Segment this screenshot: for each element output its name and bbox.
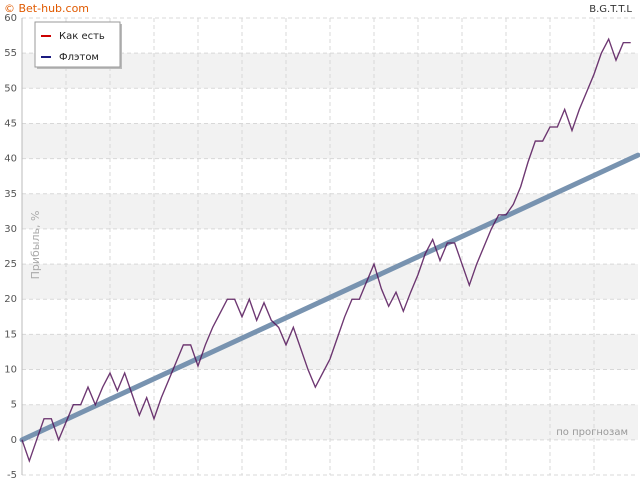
y-axis-label: Прибыль, % [29,211,42,280]
x-axis-label: по прогнозам [556,427,628,438]
plot-area [19,17,640,476]
y-tick-label: 10 [4,365,17,376]
y-tick-label: 50 [4,83,17,94]
y-tick-label: 60 [4,13,17,24]
y-tick-label: 0 [11,435,17,446]
y-tick-label: 20 [4,294,17,305]
watermark: © Bet-hub.com [4,2,89,15]
legend-label: Как есть [59,31,105,42]
legend-box [34,21,121,68]
y-tick-label: 25 [4,259,17,270]
y-tick-label: 35 [4,189,17,200]
y-tick-label: 45 [4,118,17,129]
y-tick-label: 5 [11,400,17,411]
legend-label: Флэтом [59,52,99,63]
y-tick-label: 55 [4,48,17,59]
y-tick-label: 30 [4,224,17,235]
series-line [21,37,631,463]
y-tick-label: 15 [4,329,17,340]
y-tick-label: 40 [4,154,17,165]
trend-line [19,152,640,443]
y-tick-label: -5 [7,470,17,480]
legend: Как есть Флэтом [34,21,122,69]
chart-title: B.G.T.T.L [589,4,632,15]
